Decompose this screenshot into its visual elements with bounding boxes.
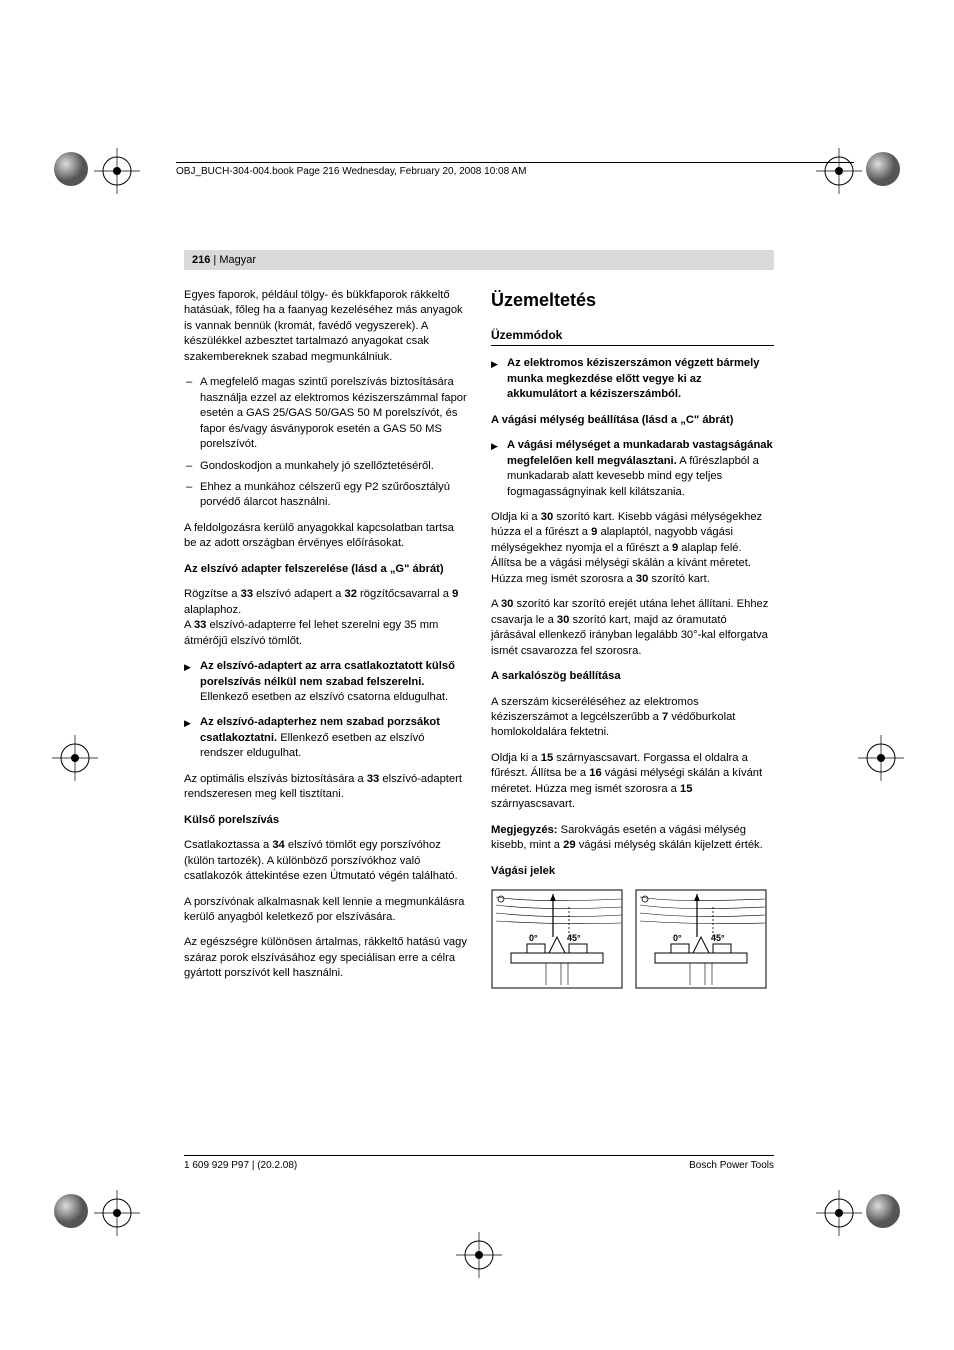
subheading: Külső porelszívás xyxy=(184,813,467,828)
arrow-item: Az elektromos kéziszerszámon végzett bár… xyxy=(491,356,774,402)
para: A feldolgozásra kerülő anyagokkal kapcso… xyxy=(184,521,467,552)
main-heading: Üzemeltetés xyxy=(491,288,774,313)
arrow-item: Az elszívó-adapterhez nem szabad porzsák… xyxy=(184,715,467,761)
subheading: A sarkalószög beállítása xyxy=(491,669,774,684)
crop-mark-br xyxy=(816,1190,862,1236)
para: A szerszám kicseréléséhez az elektromos … xyxy=(491,695,774,741)
para: Oldja ki a 30 szorító kart. Kisebb vágás… xyxy=(491,510,774,587)
page-footer: 1 609 929 P97 | (20.2.08) Bosch Power To… xyxy=(184,1155,774,1171)
diagram-row: 0° 45° xyxy=(491,889,774,989)
page-language: Magyar xyxy=(219,254,256,266)
content-area: 216 | Magyar Egyes faporok, például tölg… xyxy=(184,250,774,992)
page-number: 216 xyxy=(192,254,210,266)
crop-mark-mr xyxy=(858,735,904,781)
deg0-label-r: 0° xyxy=(673,933,682,943)
header-text: OBJ_BUCH-304-004.book Page 216 Wednesday… xyxy=(176,166,526,177)
deg45-label-r: 45° xyxy=(711,933,725,943)
para: Csatlakoztassa a 34 elszívó tömlőt egy p… xyxy=(184,838,467,884)
list-item: Ehhez a munkához célszerű egy P2 szűrőos… xyxy=(184,480,467,511)
subheading: Vágási jelek xyxy=(491,864,774,879)
crop-mark-bc xyxy=(456,1232,502,1278)
cut-mark-diagram-left: 0° 45° xyxy=(491,889,623,989)
para: Megjegyzés: Sarokvágás esetén a vágási m… xyxy=(491,823,774,854)
para: Rögzítse a 33 elszívó adapert a 32 rögzí… xyxy=(184,587,467,649)
list-item: A megfelelő magas szintű porelszívás biz… xyxy=(184,375,467,452)
page-number-bar: 216 | Magyar xyxy=(184,250,774,270)
right-column: Üzemeltetés Üzemmódok Az elektromos kézi… xyxy=(491,288,774,992)
page-header: OBJ_BUCH-304-004.book Page 216 Wednesday… xyxy=(176,162,854,177)
para: Az egészségre különösen ártalmas, rákkel… xyxy=(184,935,467,981)
crop-mark-bl xyxy=(94,1190,140,1236)
sub-heading: Üzemmódok xyxy=(491,327,774,347)
arrow-item: Az elszívó-adaptert az arra csatlakoztat… xyxy=(184,659,467,705)
para: Oldja ki a 15 szárnyascsavart. Forgassa … xyxy=(491,751,774,813)
ball-tl xyxy=(50,148,92,190)
cut-mark-diagram-right: 0° 45° xyxy=(635,889,767,989)
para: Egyes faporok, például tölgy- és bükkfap… xyxy=(184,288,467,365)
footer-left: 1 609 929 P97 | (20.2.08) xyxy=(184,1160,297,1171)
subheading: Az elszívó adapter felszerelése (lásd a … xyxy=(184,562,467,577)
deg45-label: 45° xyxy=(567,933,581,943)
deg0-label: 0° xyxy=(529,933,538,943)
ball-bl xyxy=(50,1190,92,1232)
left-column: Egyes faporok, például tölgy- és bükkfap… xyxy=(184,288,467,992)
list-item: Gondoskodjon a munkahely jó szellőztetés… xyxy=(184,459,467,474)
ball-br xyxy=(862,1190,904,1232)
para: A 30 szorító kar szorító erejét utána le… xyxy=(491,597,774,659)
para: A porszívónak alkalmasnak kell lennie a … xyxy=(184,895,467,926)
crop-mark-tl xyxy=(94,148,140,194)
subheading: A vágási mélység beállítása (lásd a „C" … xyxy=(491,413,774,428)
footer-right: Bosch Power Tools xyxy=(689,1160,774,1171)
dash-list: A megfelelő magas szintű porelszívás biz… xyxy=(184,375,467,511)
para: Az optimális elszívás biztosítására a 33… xyxy=(184,772,467,803)
ball-tr xyxy=(862,148,904,190)
crop-mark-ml xyxy=(52,735,98,781)
arrow-item: A vágási mélységet a munkadarab vastagsá… xyxy=(491,438,774,500)
